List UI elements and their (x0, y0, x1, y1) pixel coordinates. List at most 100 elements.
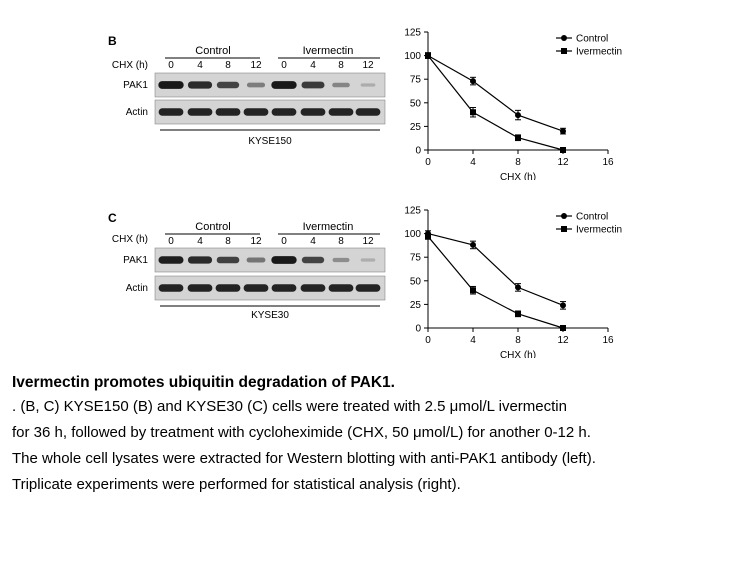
pak1-band (187, 256, 213, 264)
y-tick-label: 50 (410, 98, 422, 109)
chx-label: CHX (h) (112, 60, 148, 71)
actin-band (158, 284, 184, 292)
lane-label: 8 (338, 60, 344, 71)
series-line (427, 236, 564, 329)
pak1-band (301, 81, 325, 89)
lane-label: 0 (281, 236, 287, 247)
lane-label: 12 (362, 236, 374, 247)
y-tick-label: 25 (410, 122, 422, 133)
lane-label: 4 (310, 236, 316, 247)
data-point (425, 52, 431, 59)
lane-label: 8 (225, 60, 231, 71)
lane-label: 8 (225, 236, 231, 247)
pak1-band (246, 82, 266, 88)
group-label-ivermectin: Ivermectin (303, 45, 354, 57)
actin-band (355, 284, 381, 292)
series-line (427, 55, 564, 132)
data-point (425, 233, 431, 240)
lane-label: 12 (362, 60, 374, 71)
data-point (470, 109, 476, 116)
group-label-ivermectin: Ivermectin (303, 221, 354, 233)
lane-label: 12 (250, 236, 262, 247)
actin-bands (158, 284, 381, 292)
panel-letter: B (108, 34, 117, 48)
x-tick-label: 12 (557, 157, 569, 168)
y-tick-label: 0 (415, 146, 421, 157)
caption-line: Triplicate experiments were performed fo… (12, 476, 461, 493)
row-label-pak1: PAK1 (123, 255, 148, 266)
data-point (470, 241, 476, 248)
x-tick-label: 16 (602, 335, 614, 346)
group-label-control: Control (195, 221, 230, 233)
group-label-control: Control (195, 45, 230, 57)
lane-labels: 0 4 8 12 0 4 8 12 (168, 60, 374, 71)
y-tick-label: 50 (410, 276, 422, 287)
panel-c: C Control Ivermectin CHX (h) 0 4 8 12 0 … (0, 198, 756, 359)
y-tick-label: 75 (410, 253, 422, 264)
x-tick-label: 12 (557, 335, 569, 346)
y-tick-label: 125 (404, 206, 421, 217)
lane-labels: 0 4 8 12 0 4 8 12 (168, 236, 374, 247)
data-point (515, 284, 521, 291)
legend-label: Ivermectin (576, 47, 622, 58)
actin-band (215, 284, 241, 292)
x-tick-label: 8 (515, 157, 521, 168)
caption-line: The whole cell lysates were extracted fo… (12, 450, 596, 467)
lane-label: 4 (197, 60, 203, 71)
x-tick-label: 4 (470, 335, 476, 346)
x-axis-label: CHX (h) (500, 350, 536, 358)
actin-band (243, 108, 269, 116)
western-blot-c: C Control Ivermectin CHX (h) 0 4 8 12 0 … (108, 211, 386, 321)
western-blot-b: B Control Ivermectin CHX (h) 0 4 8 12 0 … (108, 34, 386, 147)
degradation-chart-c: 0 25 50 75 100 125 0 4 8 12 16 CHX (h) Control Iverme… (404, 206, 622, 359)
y-tick-label: 100 (404, 229, 421, 240)
legend-label: Control (576, 212, 608, 223)
lane-label: 0 (168, 236, 174, 247)
data-point (515, 112, 521, 119)
actin-band (187, 108, 213, 116)
y-tick-label: 125 (404, 28, 421, 39)
row-label-actin: Actin (126, 283, 148, 294)
pak1-band (246, 257, 266, 263)
data-point (515, 310, 521, 317)
legend-label: Ivermectin (576, 225, 622, 236)
legend-marker (561, 226, 567, 232)
x-tick-label: 8 (515, 335, 521, 346)
chx-label: CHX (h) (112, 234, 148, 245)
row-label-actin: Actin (126, 107, 148, 118)
actin-band (158, 108, 184, 116)
caption-line: . (B, C) KYSE150 (B) and KYSE30 (C) cell… (12, 398, 567, 415)
figure-caption: Ivermectin promotes ubiquitin degradatio… (12, 372, 752, 498)
y-tick-label: 75 (410, 75, 422, 86)
pak1-bands (158, 81, 376, 89)
cell-line-label: KYSE30 (251, 310, 289, 321)
data-point (560, 147, 566, 153)
data-point (470, 287, 476, 294)
panel-b: B Control Ivermectin CHX (h) 0 4 8 12 0 … (0, 20, 756, 181)
lane-label: 0 (168, 60, 174, 71)
data-point (470, 78, 476, 85)
actin-band (215, 108, 241, 116)
y-tick-label: 100 (404, 51, 421, 62)
pak1-band (332, 257, 350, 263)
actin-band (328, 108, 354, 116)
actin-band (355, 108, 381, 116)
actin-bands (158, 108, 381, 116)
degradation-chart-b: 0 25 50 75 100 125 0 4 8 12 16 CHX (h) Control Iverme… (404, 28, 622, 181)
actin-band (300, 284, 326, 292)
cell-line-label: KYSE150 (248, 136, 292, 147)
lane-label: 4 (310, 60, 316, 71)
series-line (427, 55, 564, 151)
pak1-band (271, 81, 297, 89)
pak1-band (360, 258, 376, 262)
row-label-pak1: PAK1 (123, 80, 148, 91)
actin-band (271, 284, 297, 292)
pak1-band (271, 256, 297, 264)
legend-marker (561, 35, 567, 41)
pak1-band (360, 83, 376, 87)
pak1-band (301, 256, 325, 264)
data-point (560, 325, 566, 331)
pak1-band (187, 81, 213, 89)
data-point (560, 302, 566, 309)
caption-line: for 36 h, followed by treatment with cyc… (12, 424, 591, 441)
